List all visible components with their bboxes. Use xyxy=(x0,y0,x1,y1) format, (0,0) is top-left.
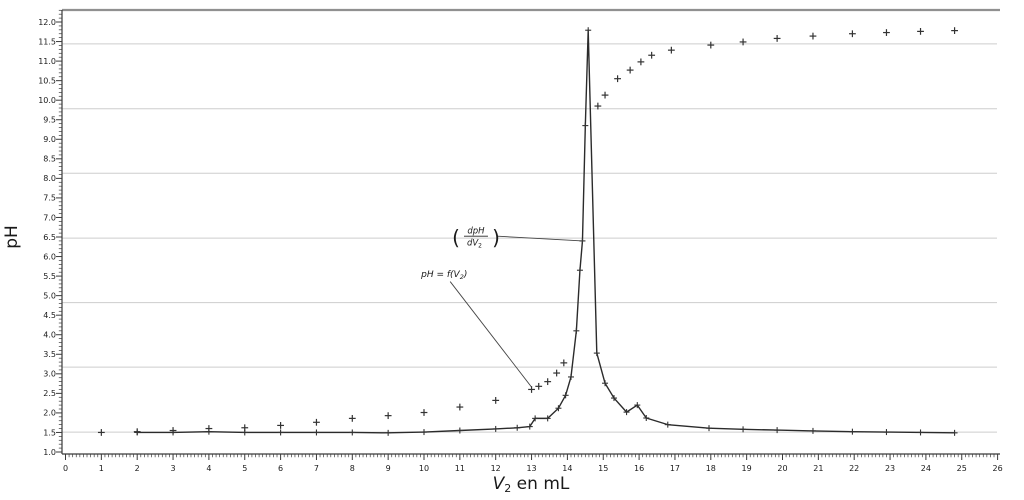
svg-text:9.5: 9.5 xyxy=(43,116,56,125)
svg-text:15: 15 xyxy=(598,464,608,473)
svg-text:12.0: 12.0 xyxy=(38,18,56,27)
svg-text:5.0: 5.0 xyxy=(43,291,56,300)
svg-text:6.5: 6.5 xyxy=(43,233,56,242)
svg-text:3: 3 xyxy=(171,464,176,473)
svg-text:5.5: 5.5 xyxy=(43,272,56,281)
svg-text:24: 24 xyxy=(921,464,931,473)
svg-text:7.5: 7.5 xyxy=(43,194,56,203)
svg-text:2.0: 2.0 xyxy=(43,409,56,418)
svg-text:10: 10 xyxy=(419,464,429,473)
svg-text:4.0: 4.0 xyxy=(43,331,56,340)
svg-text:23: 23 xyxy=(885,464,895,473)
svg-text:9: 9 xyxy=(386,464,391,473)
svg-text:(: ( xyxy=(452,226,460,250)
svg-text:8.5: 8.5 xyxy=(43,155,56,164)
svg-text:3.0: 3.0 xyxy=(43,370,56,379)
svg-text:21: 21 xyxy=(813,464,823,473)
svg-text:3.5: 3.5 xyxy=(43,350,56,359)
svg-text:18: 18 xyxy=(706,464,716,473)
derivative-label: ( dpH dV2) xyxy=(452,226,500,250)
svg-text:4: 4 xyxy=(206,464,211,473)
svg-text:8.0: 8.0 xyxy=(43,174,56,183)
svg-text:25: 25 xyxy=(957,464,967,473)
svg-text:2: 2 xyxy=(135,464,140,473)
y-axis-tick-labels: 1.0 1.5 2.0 2.5 3.0 3.5 4.0 4.5 5.0 5.5 6.0 6.5 7.0 7… xyxy=(38,18,56,457)
svg-text:): ) xyxy=(492,226,500,250)
x-axis-label: V2 en mL xyxy=(493,474,570,495)
svg-text:10.5: 10.5 xyxy=(38,76,56,85)
ph-scatter-series xyxy=(97,27,958,436)
svg-text:2.5: 2.5 xyxy=(43,389,56,398)
svg-text:16: 16 xyxy=(634,464,644,473)
svg-text:9.0: 9.0 xyxy=(43,135,56,144)
svg-text:8: 8 xyxy=(350,464,355,473)
curve-annotations: ( dpH dV2) pH = f(V2) xyxy=(420,226,583,388)
svg-text:17: 17 xyxy=(670,464,680,473)
svg-text:11: 11 xyxy=(455,464,465,473)
svg-text:6.0: 6.0 xyxy=(43,252,56,261)
svg-text:4.5: 4.5 xyxy=(43,311,56,320)
svg-text:11.0: 11.0 xyxy=(38,57,56,66)
x-axis-ticks xyxy=(65,454,999,460)
y-axis-label: pH xyxy=(2,225,22,249)
svg-text:1: 1 xyxy=(99,464,104,473)
derivative-curve xyxy=(134,27,958,436)
svg-text:22: 22 xyxy=(849,464,859,473)
svg-text:20: 20 xyxy=(777,464,787,473)
svg-text:pH = f(V2): pH = f(V2) xyxy=(420,270,467,281)
svg-text:19: 19 xyxy=(742,464,752,473)
svg-text:1.5: 1.5 xyxy=(43,428,56,437)
y-axis-ticks xyxy=(56,9,62,453)
svg-text:10.0: 10.0 xyxy=(38,96,56,105)
svg-text:6: 6 xyxy=(278,464,283,473)
svg-text:14: 14 xyxy=(562,464,572,473)
svg-text:1.0: 1.0 xyxy=(43,448,56,457)
svg-text:7.0: 7.0 xyxy=(43,213,56,222)
ph-curve-label: pH = f(V2) xyxy=(420,270,467,281)
svg-text:5: 5 xyxy=(242,464,247,473)
svg-text:dpH: dpH xyxy=(467,227,485,237)
svg-text:7: 7 xyxy=(314,464,319,473)
svg-text:11.5: 11.5 xyxy=(38,37,56,46)
svg-text:0: 0 xyxy=(63,464,68,473)
x-axis-tick-labels: 0 1 2 3 4 5 6 7 8 9 10 11 12 13 14 15 16 17 18 19 20 21 22 23 24… xyxy=(63,464,1003,473)
svg-text:13: 13 xyxy=(526,464,536,473)
svg-text:26: 26 xyxy=(993,464,1003,473)
svg-text:dV2: dV2 xyxy=(467,239,482,250)
svg-text:12: 12 xyxy=(491,464,501,473)
